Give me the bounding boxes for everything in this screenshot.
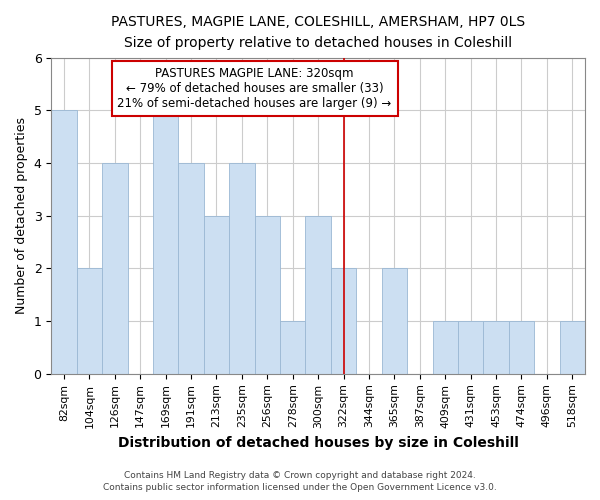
Title: PASTURES, MAGPIE LANE, COLESHILL, AMERSHAM, HP7 0LS
Size of property relative to: PASTURES, MAGPIE LANE, COLESHILL, AMERSH…: [111, 15, 525, 50]
Bar: [509, 321, 534, 374]
Bar: [204, 216, 229, 374]
Bar: [458, 321, 484, 374]
X-axis label: Distribution of detached houses by size in Coleshill: Distribution of detached houses by size …: [118, 436, 518, 450]
Bar: [51, 110, 77, 374]
Bar: [331, 268, 356, 374]
Bar: [484, 321, 509, 374]
Text: Contains HM Land Registry data © Crown copyright and database right 2024.
Contai: Contains HM Land Registry data © Crown c…: [103, 471, 497, 492]
Bar: [280, 321, 305, 374]
Text: PASTURES MAGPIE LANE: 320sqm
← 79% of detached houses are smaller (33)
21% of se: PASTURES MAGPIE LANE: 320sqm ← 79% of de…: [118, 67, 392, 110]
Bar: [178, 163, 204, 374]
Y-axis label: Number of detached properties: Number of detached properties: [15, 118, 28, 314]
Bar: [153, 110, 178, 374]
Bar: [382, 268, 407, 374]
Bar: [305, 216, 331, 374]
Bar: [102, 163, 128, 374]
Bar: [77, 268, 102, 374]
Bar: [229, 163, 254, 374]
Bar: [433, 321, 458, 374]
Bar: [254, 216, 280, 374]
Bar: [560, 321, 585, 374]
